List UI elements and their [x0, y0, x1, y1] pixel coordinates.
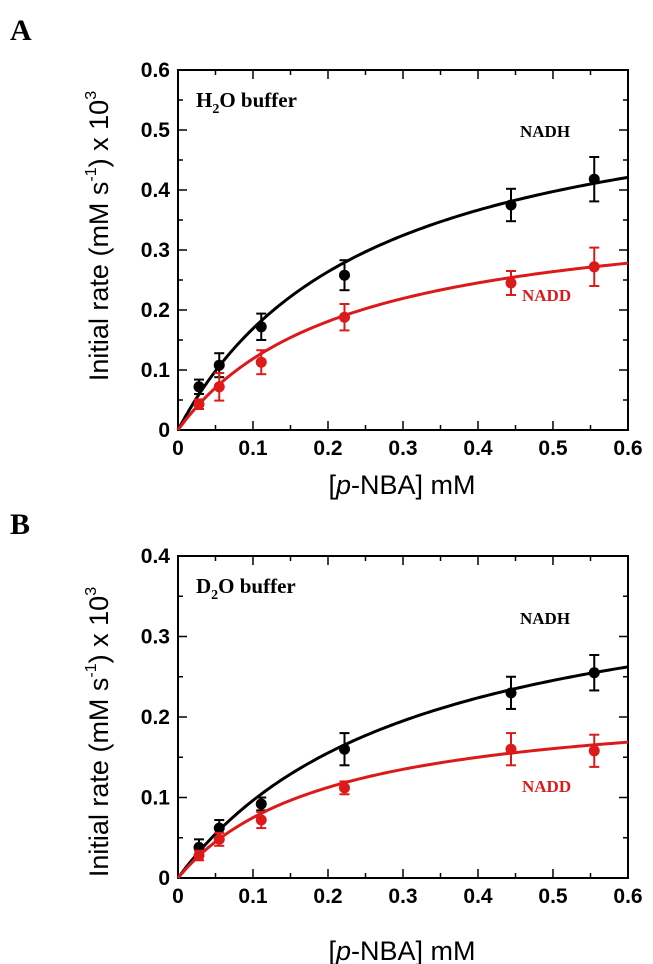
- x-tick-label: 0.5: [538, 885, 568, 908]
- x-tick-label: 0.4: [463, 885, 493, 908]
- y-tick-label: 0.3: [141, 239, 170, 262]
- nadh-series-label: NADH: [520, 609, 570, 628]
- nadd-data-point: [505, 743, 517, 755]
- nadh-series-label: NADH: [520, 122, 570, 141]
- x-tick-label: 0.1: [238, 437, 268, 460]
- nadd-data-point: [255, 814, 267, 826]
- nadd-fit-line: [176, 740, 629, 879]
- nadh-data-point: [255, 321, 267, 333]
- panel-a: A H2O buffer Initial rate (mM s-1) x 103…: [10, 14, 643, 500]
- y-tick-label: 0.2: [141, 299, 170, 322]
- nadd-data-point: [255, 356, 267, 368]
- buffer-label: H2O buffer: [196, 88, 297, 117]
- nadd-data-point: [339, 311, 350, 323]
- nadd-series-label: NADD: [522, 777, 571, 796]
- panel-label: B: [10, 508, 30, 541]
- y-tick-label: 0.1: [141, 359, 171, 382]
- x-tick-label: 0.6: [613, 885, 642, 908]
- nadd-data-point: [213, 833, 225, 845]
- x-tick-label: 0: [172, 885, 184, 908]
- nadh-data-point: [339, 743, 350, 755]
- nadh-data-point: [339, 269, 350, 281]
- nadh-data-point: [588, 667, 600, 679]
- x-tick-label: 0.6: [613, 437, 642, 460]
- nadh-data-point: [505, 687, 517, 699]
- nadd-fit-line: [176, 261, 629, 431]
- y-axis-label: Initial rate (mM s-1) x 103: [83, 91, 114, 381]
- nadh-data-point: [213, 822, 225, 834]
- nadh-fit-line: [176, 175, 629, 431]
- nadd-data-point: [588, 261, 600, 273]
- nadd-data-point: [193, 398, 205, 410]
- nadd-data-point: [588, 745, 600, 757]
- x-tick-label: 0.3: [388, 885, 417, 908]
- nadh-data-point: [213, 359, 225, 371]
- buffer-label: D2O buffer: [196, 574, 296, 603]
- nadh-fit-line: [176, 665, 629, 879]
- x-tick-label: 0: [172, 437, 184, 460]
- x-axis-label: [p-NBA] mM: [328, 936, 475, 964]
- y-tick-label: 0.6: [141, 59, 170, 82]
- panel-b: B D2O buffer Initial rate (mM s-1) x 103…: [10, 508, 643, 964]
- nadd-data-point: [505, 277, 517, 289]
- panel-label: A: [10, 14, 32, 47]
- nadd-data-point: [339, 782, 350, 794]
- nadh-data-point: [193, 381, 205, 393]
- nadh-data-point: [505, 199, 517, 211]
- nadd-series-label: NADD: [522, 286, 571, 305]
- y-tick-label: 0.2: [141, 706, 170, 729]
- y-tick-label: 0.4: [141, 179, 171, 202]
- x-tick-label: 0.2: [313, 437, 342, 460]
- y-tick-label: 0.3: [141, 626, 170, 649]
- y-tick-label: 0.4: [141, 545, 171, 568]
- nadd-data-point: [193, 849, 205, 861]
- x-tick-label: 0.5: [538, 437, 568, 460]
- y-tick-label: 0: [158, 419, 170, 442]
- nadh-data-point: [588, 173, 600, 185]
- x-tick-label: 0.2: [313, 885, 342, 908]
- y-tick-label: 0: [158, 867, 170, 890]
- x-tick-label: 0.4: [463, 437, 493, 460]
- x-axis-label: [p-NBA] mM: [328, 470, 475, 500]
- y-tick-label: 0.1: [141, 787, 171, 810]
- plot-frame: [177, 555, 629, 879]
- nadd-data-point: [213, 381, 225, 393]
- nadh-data-point: [255, 798, 267, 810]
- x-tick-label: 0.3: [388, 437, 417, 460]
- y-tick-label: 0.5: [141, 119, 171, 142]
- y-axis-label: Initial rate (mM s-1) x 103: [83, 587, 114, 877]
- x-tick-label: 0.1: [238, 885, 268, 908]
